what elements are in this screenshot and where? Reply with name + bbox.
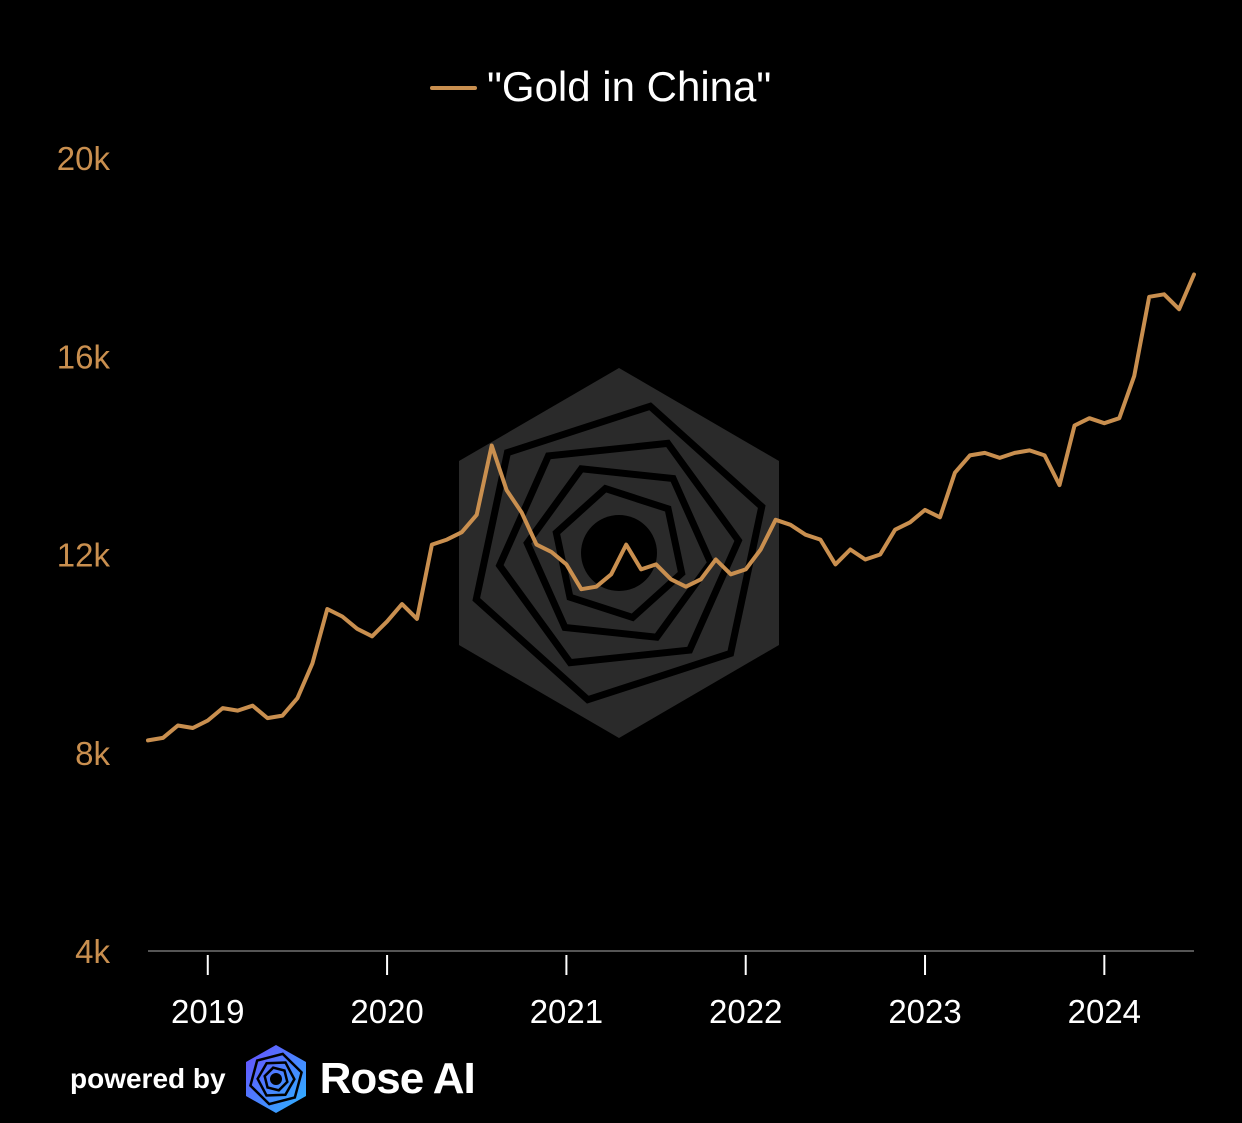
x-tick-label: 2021 — [530, 993, 603, 1030]
x-tick-label: 2022 — [709, 993, 782, 1030]
x-axis: 2019 2020 2021 2022 2023 2024 — [171, 955, 1141, 1030]
watermark-logo-icon — [459, 368, 779, 738]
series-line-gold-in-china — [146, 272, 1196, 743]
y-tick-label: 4k — [75, 933, 110, 970]
y-tick-label: 12k — [57, 537, 111, 574]
powered-by-label: powered by — [70, 1063, 226, 1094]
y-tick-label: 8k — [75, 735, 110, 772]
y-axis: 4k 8k 12k 16k 20k — [57, 140, 111, 970]
footer: powered by Rose AI — [70, 1043, 476, 1115]
x-tick-label: 2024 — [1068, 993, 1141, 1030]
legend: "Gold in China" — [430, 63, 771, 110]
x-tick-label: 2023 — [888, 993, 961, 1030]
y-tick-label: 20k — [57, 140, 111, 177]
x-tick-label: 2020 — [350, 993, 423, 1030]
legend-label: "Gold in China" — [487, 63, 771, 110]
brand-name: Rose AI — [319, 1054, 476, 1103]
x-tick-label: 2019 — [171, 993, 244, 1030]
rose-ai-logo-icon — [245, 1045, 306, 1113]
y-tick-label: 16k — [57, 338, 111, 375]
